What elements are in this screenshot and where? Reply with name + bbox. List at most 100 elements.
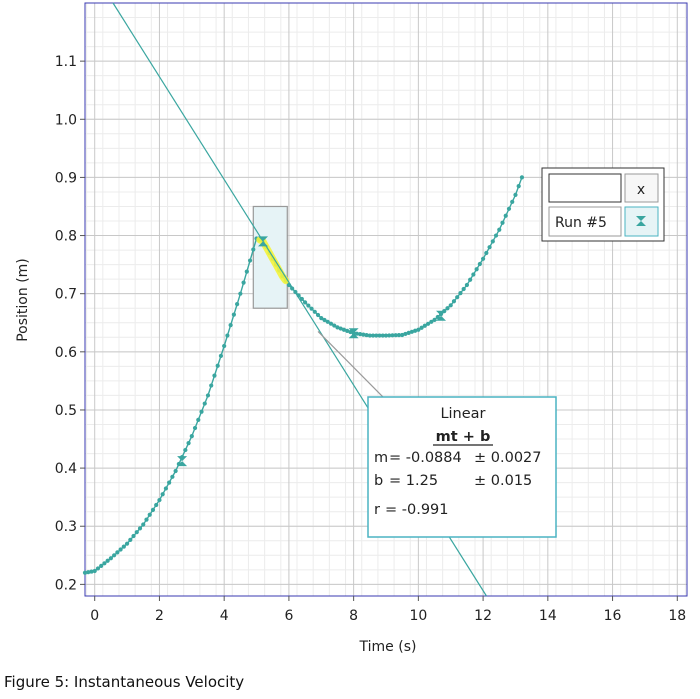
series-point <box>225 333 230 338</box>
y-axis-ticks: 0.2 0.3 0.4 0.5 0.6 0.7 0.8 0.9 1.0 1.1 <box>55 54 85 593</box>
series-point <box>519 175 525 180</box>
series-point <box>89 569 94 574</box>
series-point <box>144 517 149 522</box>
series-point <box>380 333 385 338</box>
series-point <box>251 247 256 252</box>
annotation-b-value: = 1.25 <box>389 473 438 489</box>
y-tick-label: 0.8 <box>55 229 77 245</box>
series-point <box>480 256 486 261</box>
y-tick-label: 1.0 <box>55 112 77 128</box>
series-point <box>86 570 91 575</box>
series-point <box>338 326 343 331</box>
series-point <box>429 319 434 324</box>
series-point <box>325 319 330 324</box>
series-point <box>121 544 126 549</box>
series-point <box>425 321 431 326</box>
legend-close-button[interactable] <box>624 173 659 203</box>
series-point <box>422 323 427 328</box>
series-point <box>173 468 178 474</box>
series-point <box>358 332 363 337</box>
series-point <box>92 568 97 574</box>
annotation-b-uncertainty: ± 0.015 <box>474 473 532 489</box>
x-tick-label: 6 <box>284 608 293 624</box>
series-point <box>403 331 408 337</box>
series-point <box>306 303 311 308</box>
series-point <box>500 220 505 225</box>
legend: x Run #5 <box>541 167 665 242</box>
y-axis-title: Position (m) <box>15 258 31 342</box>
x-tick-label: 8 <box>349 608 358 624</box>
series-point <box>477 261 482 267</box>
x-tick-label: 18 <box>668 608 686 624</box>
series-point <box>468 277 473 282</box>
series-point <box>137 526 143 531</box>
x-axis-ticks: 0 2 4 6 8 10 12 14 16 18 <box>90 596 686 624</box>
y-tick-label: 0.4 <box>55 461 77 477</box>
series-point <box>458 291 463 296</box>
series-point <box>154 502 159 508</box>
annotation-m-label: m <box>374 450 388 466</box>
series-point <box>118 547 123 552</box>
y-tick-label: 0.5 <box>55 403 77 419</box>
series-point <box>82 570 88 575</box>
annotation-title: Linear <box>440 406 485 422</box>
series-point <box>474 267 479 272</box>
annotation-m-value: = -0.0884 <box>389 450 462 466</box>
series-point <box>319 316 324 321</box>
y-tick-label: 0.3 <box>55 519 77 535</box>
series-point <box>157 497 162 503</box>
linear-fit-annotation[interactable]: Linear mt + b m = -0.0884 ± 0.0027 b = 1… <box>367 396 557 538</box>
series-point <box>364 332 369 338</box>
figure-caption: Figure 5: Instantaneous Velocity <box>4 673 245 691</box>
series-point <box>235 302 240 307</box>
series-point <box>108 556 113 561</box>
series-point <box>497 227 502 232</box>
series-point <box>432 317 437 322</box>
series-point <box>506 206 512 211</box>
series-point <box>163 486 169 491</box>
legend-name-input[interactable] <box>548 173 622 203</box>
series-point <box>406 330 411 335</box>
series-point <box>490 239 495 244</box>
series-point <box>212 373 217 378</box>
series-point <box>445 306 450 311</box>
series-point <box>244 269 249 274</box>
series-point <box>309 306 314 311</box>
annotation-pointer-line <box>317 331 384 398</box>
x-tick-label: 16 <box>604 608 622 624</box>
annotation-r-value: = -0.991 <box>385 502 449 518</box>
series-point <box>335 325 340 330</box>
x-axis-title: Time (s) <box>359 639 417 655</box>
series-point <box>322 317 327 323</box>
series-point <box>312 309 317 314</box>
series-point <box>464 282 470 288</box>
y-tick-label: 1.1 <box>55 54 77 70</box>
series-point <box>332 323 337 328</box>
series-point <box>150 507 156 512</box>
annotation-box <box>367 396 557 538</box>
legend-run-label: Run #5 <box>555 215 607 231</box>
series-point <box>141 522 146 527</box>
x-tick-label: 10 <box>409 608 427 624</box>
series-point <box>400 332 405 338</box>
series-point <box>215 363 220 368</box>
series-point <box>222 343 227 349</box>
series-point <box>147 512 152 517</box>
series-point <box>354 331 359 336</box>
series-point <box>205 393 211 398</box>
annotation-equation: mt + b <box>436 429 491 445</box>
series-point <box>409 329 414 334</box>
series-point <box>183 447 188 453</box>
series-run-5-markers <box>177 236 447 467</box>
series-point <box>471 272 476 277</box>
series-point <box>367 333 372 338</box>
series-point <box>247 258 253 263</box>
series-point <box>484 250 489 256</box>
series-point <box>487 245 492 250</box>
series-point <box>377 333 382 338</box>
series-point <box>192 425 198 431</box>
y-tick-label: 0.6 <box>55 345 77 361</box>
series-point <box>416 327 421 332</box>
series-point <box>503 213 508 218</box>
